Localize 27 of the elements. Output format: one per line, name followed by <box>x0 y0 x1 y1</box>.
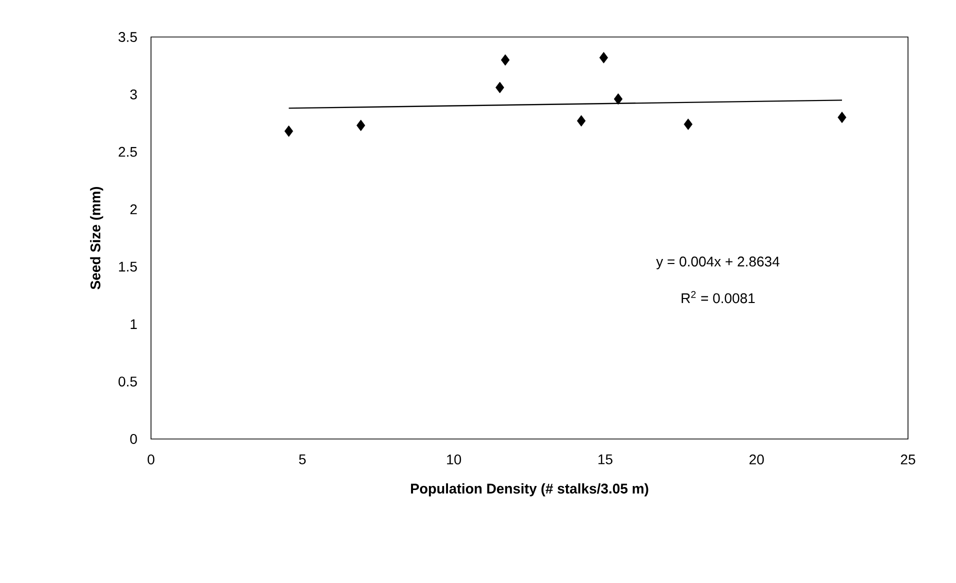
x-axis-title: Population Density (# stalks/3.05 m) <box>411 483 648 496</box>
y-tick-label: 1.5 <box>119 262 137 272</box>
point <box>496 82 504 94</box>
x-tick-label: 20 <box>750 454 764 464</box>
annotation: R$^{2}$ = 0.0081 <box>682 290 755 304</box>
x-tick-label: 10 <box>447 454 462 464</box>
point <box>356 120 366 132</box>
y-tick-label: 2 <box>130 204 137 214</box>
point <box>500 54 510 66</box>
point <box>576 115 586 127</box>
y-tick-label: 3.5 <box>118 32 137 42</box>
x-tick-label: 25 <box>900 454 916 464</box>
point <box>599 52 608 64</box>
point <box>614 93 623 105</box>
y-axis-title: Seed Size (mm) <box>90 186 104 290</box>
y-tick-label: 0.5 <box>118 376 137 387</box>
x-tick-label: 0 <box>148 454 154 464</box>
point <box>838 112 846 124</box>
x-tick-label: 5 <box>299 454 306 464</box>
y-tick-label: 3 <box>130 89 137 100</box>
y-tick-label: 0 <box>130 434 137 444</box>
annotation: y = 0.004x + 2.8634 <box>656 256 780 270</box>
point <box>284 125 294 137</box>
y-tick-label: 1 <box>130 319 137 329</box>
point <box>684 118 692 130</box>
y-tick-label: 2.5 <box>118 146 137 157</box>
x-tick-label: 15 <box>598 454 612 464</box>
